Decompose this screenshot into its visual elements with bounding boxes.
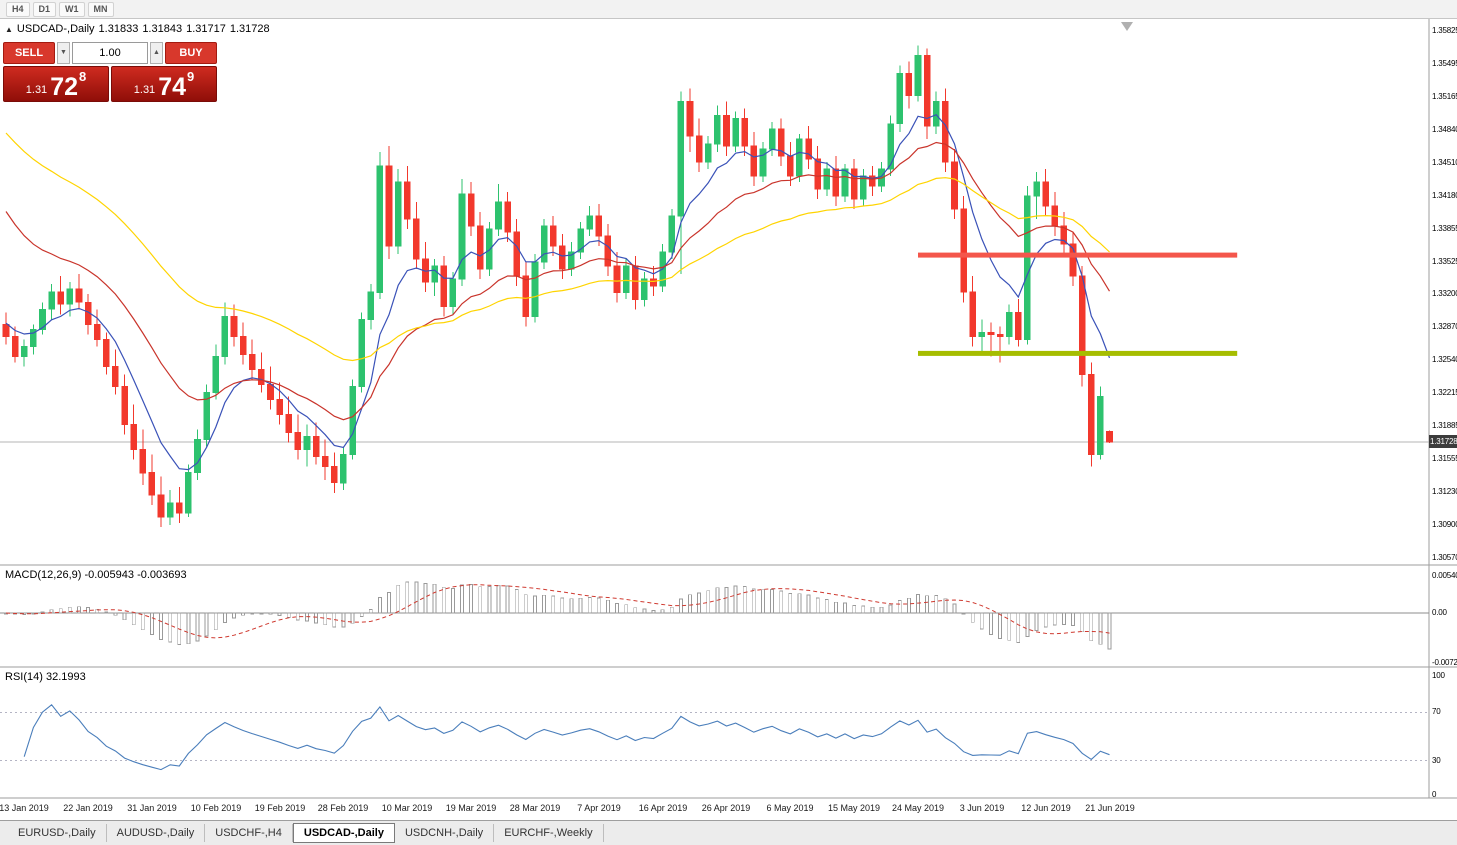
date-axis-label: 7 Apr 2019 [577, 803, 621, 813]
buy-price-sup: 9 [187, 69, 195, 84]
date-axis-label: 12 Jun 2019 [1021, 803, 1071, 813]
macd-axis-label: -0.007243 [1432, 658, 1457, 667]
price-axis-label: 1.33200 [1432, 289, 1457, 298]
date-axis-label: 19 Feb 2019 [254, 803, 306, 813]
current-price-tag: 1.31728 [1429, 435, 1457, 448]
date-axis-label: 26 Apr 2019 [701, 803, 751, 813]
chart-title: ▲ USDCAD-,Daily 1.31833 1.31843 1.31717 1.317… [5, 23, 274, 35]
date-axis-label: 19 Mar 2019 [445, 803, 497, 813]
sell-price-big: 72 [50, 72, 78, 101]
macd-signal-line [5, 584, 1110, 639]
price-axis-label: 1.35825 [1432, 26, 1457, 35]
tab-eurusd-daily[interactable]: EURUSD-,Daily [8, 824, 107, 842]
ohlc-high: 1.31843 [142, 23, 183, 35]
support-line[interactable] [918, 350, 1238, 356]
price-axis-label: 1.34510 [1432, 158, 1457, 167]
rsi-axis-label: 100 [1432, 671, 1445, 680]
volume-input[interactable] [72, 42, 148, 64]
timeframe-mn[interactable]: MN [87, 1, 114, 17]
tab-usdcad-daily[interactable]: USDCAD-,Daily [292, 823, 395, 843]
timeframe-d1[interactable]: D1 [32, 1, 57, 17]
price-axis-label: 1.33525 [1432, 257, 1457, 266]
date-axis-label: 15 May 2019 [827, 803, 881, 813]
date-axis-label: 28 Mar 2019 [509, 803, 561, 813]
rsi-axis-label: 0 [1432, 790, 1437, 799]
price-axis-label: 1.31555 [1432, 454, 1457, 463]
date-axis-label: 21 Jun 2019 [1085, 803, 1135, 813]
price-axis-label: 1.32870 [1432, 322, 1457, 331]
price-axis-label: 1.35495 [1432, 59, 1457, 68]
resistance-line[interactable] [918, 252, 1238, 258]
price-axis-label: 1.34180 [1432, 191, 1457, 200]
rsi-axis-label: 70 [1432, 707, 1441, 716]
volume-up-icon[interactable]: ▲ [150, 42, 163, 64]
price-axis-label: 1.30900 [1432, 520, 1457, 529]
price-axis-label: 1.32215 [1432, 388, 1457, 397]
chart-shift-marker[interactable] [1121, 22, 1133, 31]
tab-audusd-daily[interactable]: AUDUSD-,Daily [107, 824, 206, 842]
tab-eurchf-weekly[interactable]: EURCHF-,Weekly [494, 824, 604, 842]
volume-down-icon[interactable]: ▼ [57, 42, 70, 64]
chart-symbol-label: USDCAD-,Daily [16, 23, 95, 35]
date-axis-label: 10 Feb 2019 [190, 803, 242, 813]
date-axis-label: 31 Jan 2019 [127, 803, 177, 813]
macd-axis-label: 0.00 [1432, 608, 1447, 617]
price-axis-label: 1.34840 [1432, 125, 1457, 134]
price-axis-label: 1.30570 [1432, 553, 1457, 562]
price-axis-label: 1.32540 [1432, 355, 1457, 364]
price-axis-label: 1.31230 [1432, 487, 1457, 496]
sell-price-sup: 8 [79, 69, 87, 84]
one-click-prices-row: 1.31 72 8 1.31 74 9 [3, 66, 219, 102]
one-click-collapse-icon[interactable]: ▲ [5, 25, 13, 34]
macd-indicator-label: MACD(12,26,9) -0.005943 -0.003693 [5, 569, 187, 581]
ohlc-open: 1.31833 [98, 23, 139, 35]
timeframe-h4[interactable]: H4 [6, 1, 30, 17]
date-axis-label: 24 May 2019 [891, 803, 945, 813]
one-click-controls-row: SELL ▼ ▲ BUY [3, 42, 219, 64]
sell-button[interactable]: SELL [3, 42, 55, 64]
rsi-indicator-label: RSI(14) 32.1993 [5, 671, 86, 683]
macd-axis-label: 0.005402 [1432, 571, 1457, 580]
buy-price-box[interactable]: 1.31 74 9 [111, 66, 217, 102]
date-axis-label: 28 Feb 2019 [317, 803, 369, 813]
ohlc-close: 1.31728 [229, 23, 270, 35]
ohlc-low: 1.31717 [186, 23, 226, 35]
buy-price-big: 74 [158, 72, 186, 101]
price-axis-label: 1.35165 [1432, 92, 1457, 101]
date-axis-label: 10 Mar 2019 [381, 803, 433, 813]
ma-medium-line [5, 141, 1111, 421]
date-axis-label: 6 May 2019 [766, 803, 814, 813]
price-axis-label: 1.31885 [1432, 421, 1457, 430]
rsi-line [23, 704, 1110, 771]
chart-tab-bar: EURUSD-,Daily AUDUSD-,Daily USDCHF-,H4 USDC… [0, 820, 1457, 845]
rsi-axis-label: 30 [1432, 756, 1441, 765]
timeframe-w1[interactable]: W1 [59, 1, 85, 17]
ma-fast-line [5, 113, 1111, 471]
date-axis-label: 22 Jan 2019 [63, 803, 113, 813]
tab-usdcnh-daily[interactable]: USDCNH-,Daily [395, 824, 495, 842]
sell-price-small: 1.31 [25, 84, 48, 96]
date-axis-label: 13 Jan 2019 [0, 803, 49, 813]
tab-usdchf-h4[interactable]: USDCHF-,H4 [205, 824, 293, 842]
timeframe-toolbar: H4 D1 W1 MN [0, 0, 1457, 19]
buy-price-small: 1.31 [133, 84, 156, 96]
buy-button[interactable]: BUY [165, 42, 217, 64]
price-axis-label: 1.33855 [1432, 224, 1457, 233]
ma-slow-line [5, 132, 1110, 362]
date-axis-label: 16 Apr 2019 [638, 803, 688, 813]
macd-histogram [4, 581, 1112, 650]
sell-price-box[interactable]: 1.31 72 8 [3, 66, 109, 102]
date-axis-label: 3 Jun 2019 [959, 803, 1005, 813]
